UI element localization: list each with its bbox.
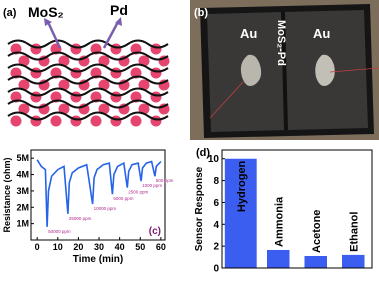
bar — [342, 254, 365, 268]
mos2-layer — [7, 63, 169, 73]
pd-particle — [18, 79, 30, 91]
pd-particle — [70, 115, 82, 127]
panel-label: (b) — [194, 7, 208, 19]
x-tick-label: 40 — [115, 242, 125, 252]
pd-particle — [30, 67, 42, 79]
pd-particle — [18, 55, 30, 67]
y-tick-label: 8 — [213, 176, 219, 187]
x-tick-label: 10 — [53, 242, 63, 252]
x-tick-label: 50 — [135, 242, 145, 252]
y-tick-label: 2M — [16, 202, 29, 212]
y-axis-label: Resistance (ohm) — [2, 157, 12, 232]
electrode-label: Au — [240, 26, 257, 41]
y-tick-label: 5M — [16, 153, 29, 163]
pd-particle — [70, 91, 82, 103]
pd-particle — [70, 43, 82, 55]
mos2-layer — [7, 87, 169, 97]
annotation: 25000 ppm — [69, 216, 92, 221]
contact — [240, 54, 262, 86]
y-tick-label: 6 — [213, 198, 219, 209]
mos2-layer — [7, 51, 169, 61]
pd-particle — [30, 115, 42, 127]
wire — [209, 81, 244, 119]
y-tick-label: 4 — [213, 220, 219, 231]
channel-label: MoS₂-Pd — [275, 20, 287, 66]
pd-particle — [90, 115, 102, 127]
pd-particle — [70, 67, 82, 79]
pd-particle — [30, 91, 42, 103]
category-label: Ammonia — [273, 196, 285, 247]
pd-particle — [138, 103, 150, 115]
pd-label: Pd — [110, 2, 128, 18]
mos2-layer — [7, 39, 169, 49]
pd-particle — [130, 115, 142, 127]
annotation: 50000 ppm — [48, 229, 71, 234]
pd-particle — [110, 115, 122, 127]
y-tick-label: 4M — [16, 170, 29, 180]
category-label: Hydrogen — [236, 160, 248, 212]
arrow-head — [44, 18, 52, 26]
annotation: 10000 ppm — [94, 206, 117, 211]
contact — [315, 54, 335, 86]
x-tick-label: 30 — [94, 242, 104, 252]
y-tick-label: 1M — [16, 219, 29, 229]
pd-particle — [58, 55, 70, 67]
y-tick-label: 3M — [16, 186, 29, 196]
arrow — [102, 21, 120, 49]
pd-particle — [98, 79, 110, 91]
panel-label: (d) — [196, 147, 210, 159]
x-tick-label: 60 — [156, 242, 166, 252]
channel — [281, 11, 288, 131]
pd-particle — [58, 79, 70, 91]
pd-particle — [138, 79, 150, 91]
mos2-layer — [7, 99, 169, 109]
category-label: Acetone — [311, 210, 323, 253]
arrow-head — [115, 17, 122, 26]
pd-particle — [150, 43, 162, 55]
pd-particle — [150, 115, 162, 127]
bar — [224, 158, 257, 268]
y-tick-label: 0 — [213, 264, 219, 275]
pd-particle — [110, 43, 122, 55]
x-tick-label: 0 — [35, 242, 40, 252]
pd-particle — [138, 55, 150, 67]
mos2-label: MoS₂ — [28, 4, 64, 20]
electrode-label: Au — [313, 26, 330, 41]
category-label: Ethanol — [348, 212, 360, 252]
y-tick-label: 10 — [208, 154, 220, 165]
y-tick-label: 2 — [213, 242, 219, 253]
y-axis-label: Sensor Response — [194, 166, 205, 251]
x-axis-label: Time (min) — [73, 254, 123, 265]
x-tick-label: 20 — [73, 242, 83, 252]
plot-frame — [221, 149, 373, 269]
pd-particle — [98, 55, 110, 67]
annotation: 5000 ppm — [113, 196, 133, 201]
pd-particle — [10, 115, 22, 127]
pd-particle — [58, 103, 70, 115]
mos2-layer — [7, 111, 169, 121]
pd-particle — [30, 43, 42, 55]
annotation: 500 ppm — [156, 178, 174, 183]
wire — [329, 67, 379, 73]
mos2-layer — [7, 75, 169, 85]
pd-particle — [150, 91, 162, 103]
line — [36, 159, 162, 227]
arrow — [46, 21, 62, 49]
panel-label: (c) — [149, 226, 161, 237]
pd-particle — [98, 103, 110, 115]
panel-label: (a) — [3, 7, 17, 19]
schematic — [7, 39, 170, 127]
pd-particle — [150, 67, 162, 79]
pd-particle — [50, 115, 62, 127]
pd-particle — [110, 91, 122, 103]
pd-particle — [110, 67, 122, 79]
plot-frame — [30, 149, 166, 241]
annotation: 1000 ppm — [142, 183, 162, 188]
annotation: 2500 ppm — [128, 190, 148, 195]
chip — [207, 10, 368, 132]
bar — [267, 249, 290, 268]
pd-particle — [18, 103, 30, 115]
bar — [304, 255, 327, 268]
